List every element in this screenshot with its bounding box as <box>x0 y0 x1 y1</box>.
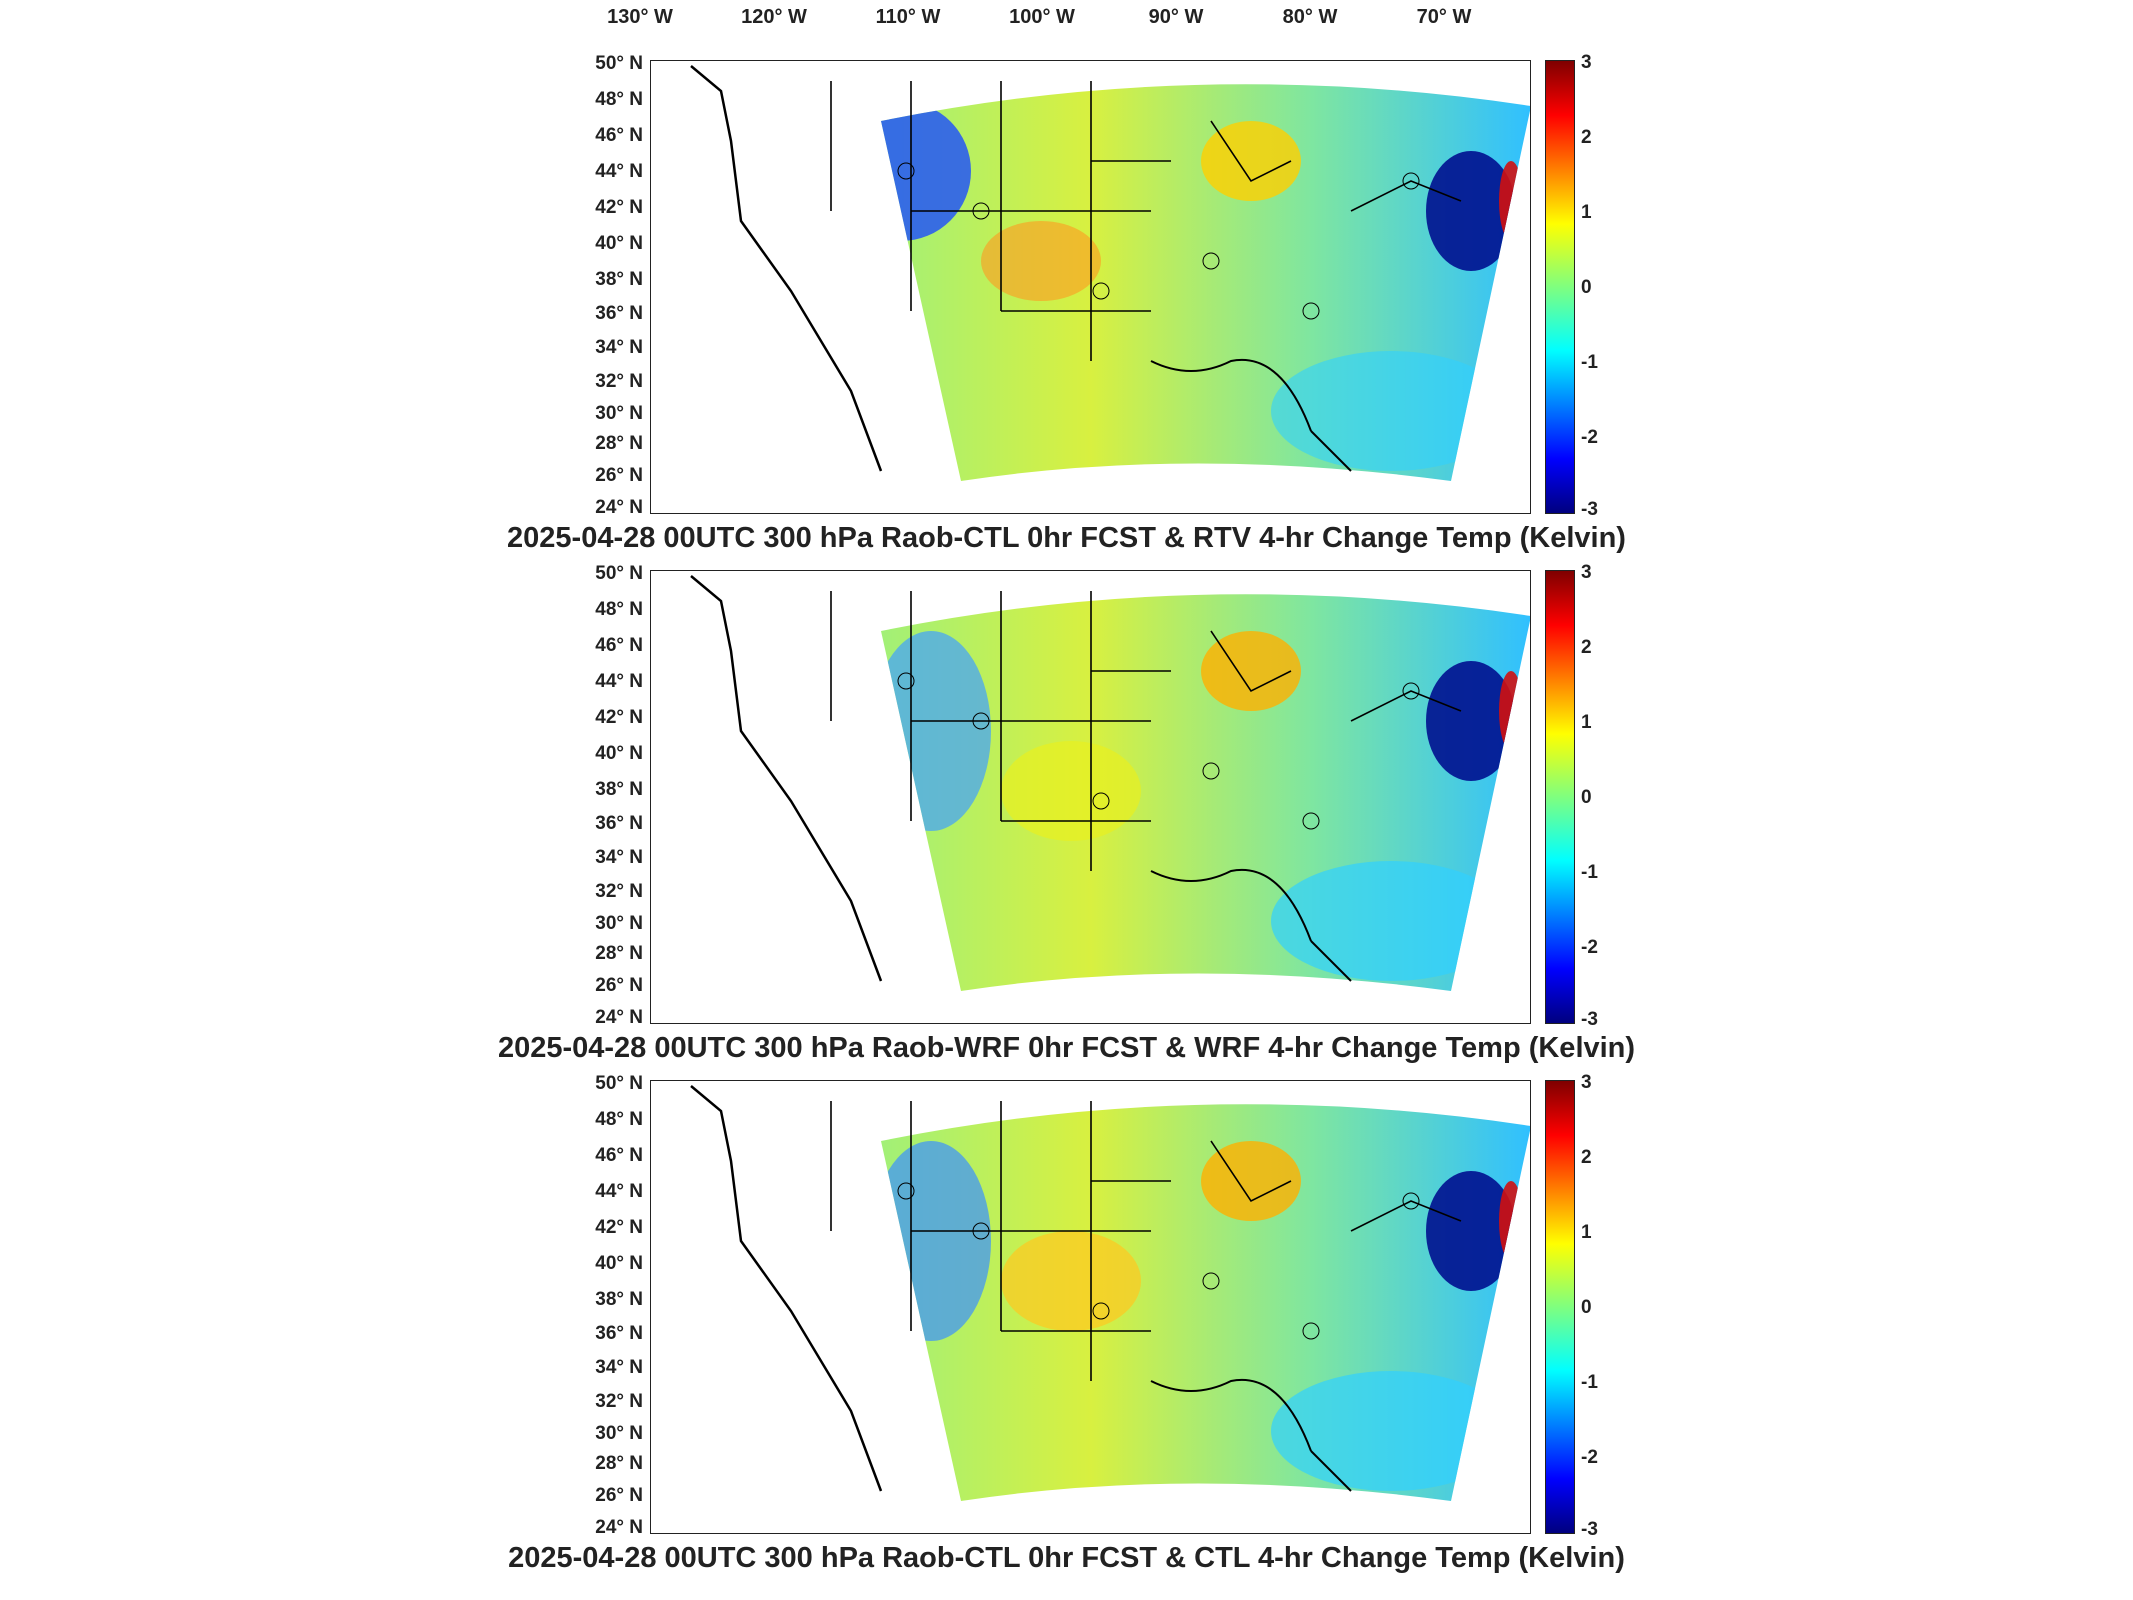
colorbar-tick: 2 <box>1581 127 1592 148</box>
colorbar-tick: -3 <box>1581 499 1598 520</box>
lat-label: 38° N <box>595 779 643 800</box>
lat-label: 34° N <box>595 847 643 868</box>
lat-label: 30° N <box>595 1423 643 1444</box>
colorbar-tick: 0 <box>1581 787 1592 808</box>
map-area <box>650 1080 1531 1534</box>
colorbar-tick: -2 <box>1581 427 1598 448</box>
lat-label: 50° N <box>595 53 643 74</box>
colorbar-tick: -2 <box>1581 1447 1598 1468</box>
lat-label: 38° N <box>595 1289 643 1310</box>
lat-label: 44° N <box>595 671 643 692</box>
colorbar-tick: -1 <box>1581 352 1598 373</box>
lat-label: 48° N <box>595 89 643 110</box>
map-panel-2: 50° N 48° N 46° N 44° N 42° N 40° N 38° … <box>0 562 2133 1080</box>
lon-label: 110° W <box>875 6 941 28</box>
lat-label: 46° N <box>595 125 643 146</box>
lat-label: 28° N <box>595 1453 643 1474</box>
panel-title: 2025-04-28 00UTC 300 hPa Raob-CTL 0hr FC… <box>508 1542 1625 1574</box>
lat-label: 36° N <box>595 1323 643 1344</box>
lat-label: 26° N <box>595 1485 643 1506</box>
temperature-field-map <box>690 65 1530 482</box>
colorbar-tick: 2 <box>1581 637 1592 658</box>
lat-label: 34° N <box>595 1357 643 1378</box>
lat-label: 42° N <box>595 197 643 218</box>
colorbar-tick: -3 <box>1581 1009 1598 1030</box>
panel-title: 2025-04-28 00UTC 300 hPa Raob-CTL 0hr FC… <box>507 522 1626 554</box>
map-panel-3: 50° N 48° N 46° N 44° N 42° N 40° N 38° … <box>0 1072 2133 1590</box>
lat-label: 26° N <box>595 465 643 486</box>
colorbar-tick: 2 <box>1581 1147 1592 1168</box>
lon-label: 70° W <box>1416 6 1472 28</box>
lat-label: 44° N <box>595 161 643 182</box>
lat-label: 24° N <box>595 1007 643 1028</box>
colorbar-tick: 1 <box>1581 712 1592 733</box>
lat-label: 28° N <box>595 943 643 964</box>
lat-label: 32° N <box>595 881 643 902</box>
lat-label: 26° N <box>595 975 643 996</box>
colorbar-tick: 3 <box>1581 52 1592 73</box>
lat-label: 50° N <box>595 563 643 584</box>
lat-label: 24° N <box>595 497 643 518</box>
lat-label: 50° N <box>595 1073 643 1094</box>
map-area <box>650 60 1531 514</box>
lat-label: 40° N <box>595 233 643 254</box>
lat-label: 28° N <box>595 433 643 454</box>
colorbar-tick: -3 <box>1581 1519 1598 1540</box>
colorbar-tick: 1 <box>1581 202 1592 223</box>
colorbar <box>1545 1080 1575 1534</box>
map-panel-1: 50° N 48° N 46° N 44° N 42° N 40° N 38° … <box>0 52 2133 570</box>
lon-label: 130° W <box>607 6 673 28</box>
lat-label: 38° N <box>595 269 643 290</box>
colorbar-tick: -1 <box>1581 862 1598 883</box>
lat-label: 48° N <box>595 599 643 620</box>
lon-label: 90° W <box>1148 6 1204 28</box>
temperature-field-map <box>690 575 1530 992</box>
lon-label: 80° W <box>1282 6 1338 28</box>
temperature-field-map <box>690 1085 1530 1502</box>
colorbar-tick: 3 <box>1581 562 1592 583</box>
lat-label: 42° N <box>595 1217 643 1238</box>
lat-label: 44° N <box>595 1181 643 1202</box>
colorbar-tick: 0 <box>1581 1297 1592 1318</box>
lon-label: 100° W <box>1009 6 1075 28</box>
lat-label: 36° N <box>595 813 643 834</box>
lat-label: 46° N <box>595 1145 643 1166</box>
lat-label: 40° N <box>595 1253 643 1274</box>
lat-label: 24° N <box>595 1517 643 1538</box>
colorbar-tick: -1 <box>1581 1372 1598 1393</box>
lat-label: 32° N <box>595 371 643 392</box>
lat-label: 40° N <box>595 743 643 764</box>
colorbar-tick: -2 <box>1581 937 1598 958</box>
lat-label: 48° N <box>595 1109 643 1130</box>
colorbar-tick: 3 <box>1581 1072 1592 1093</box>
lat-label: 34° N <box>595 337 643 358</box>
colorbar <box>1545 60 1575 514</box>
colorbar <box>1545 570 1575 1024</box>
lat-label: 32° N <box>595 1391 643 1412</box>
colorbar-tick: 0 <box>1581 277 1592 298</box>
lat-label: 30° N <box>595 913 643 934</box>
lat-label: 42° N <box>595 707 643 728</box>
panel-title: 2025-04-28 00UTC 300 hPa Raob-WRF 0hr FC… <box>497 1032 1636 1064</box>
lat-label: 36° N <box>595 303 643 324</box>
colorbar-tick: 1 <box>1581 1222 1592 1243</box>
lat-label: 46° N <box>595 635 643 656</box>
map-area <box>650 570 1531 1024</box>
lat-label: 30° N <box>595 403 643 424</box>
lon-label: 120° W <box>741 6 807 28</box>
